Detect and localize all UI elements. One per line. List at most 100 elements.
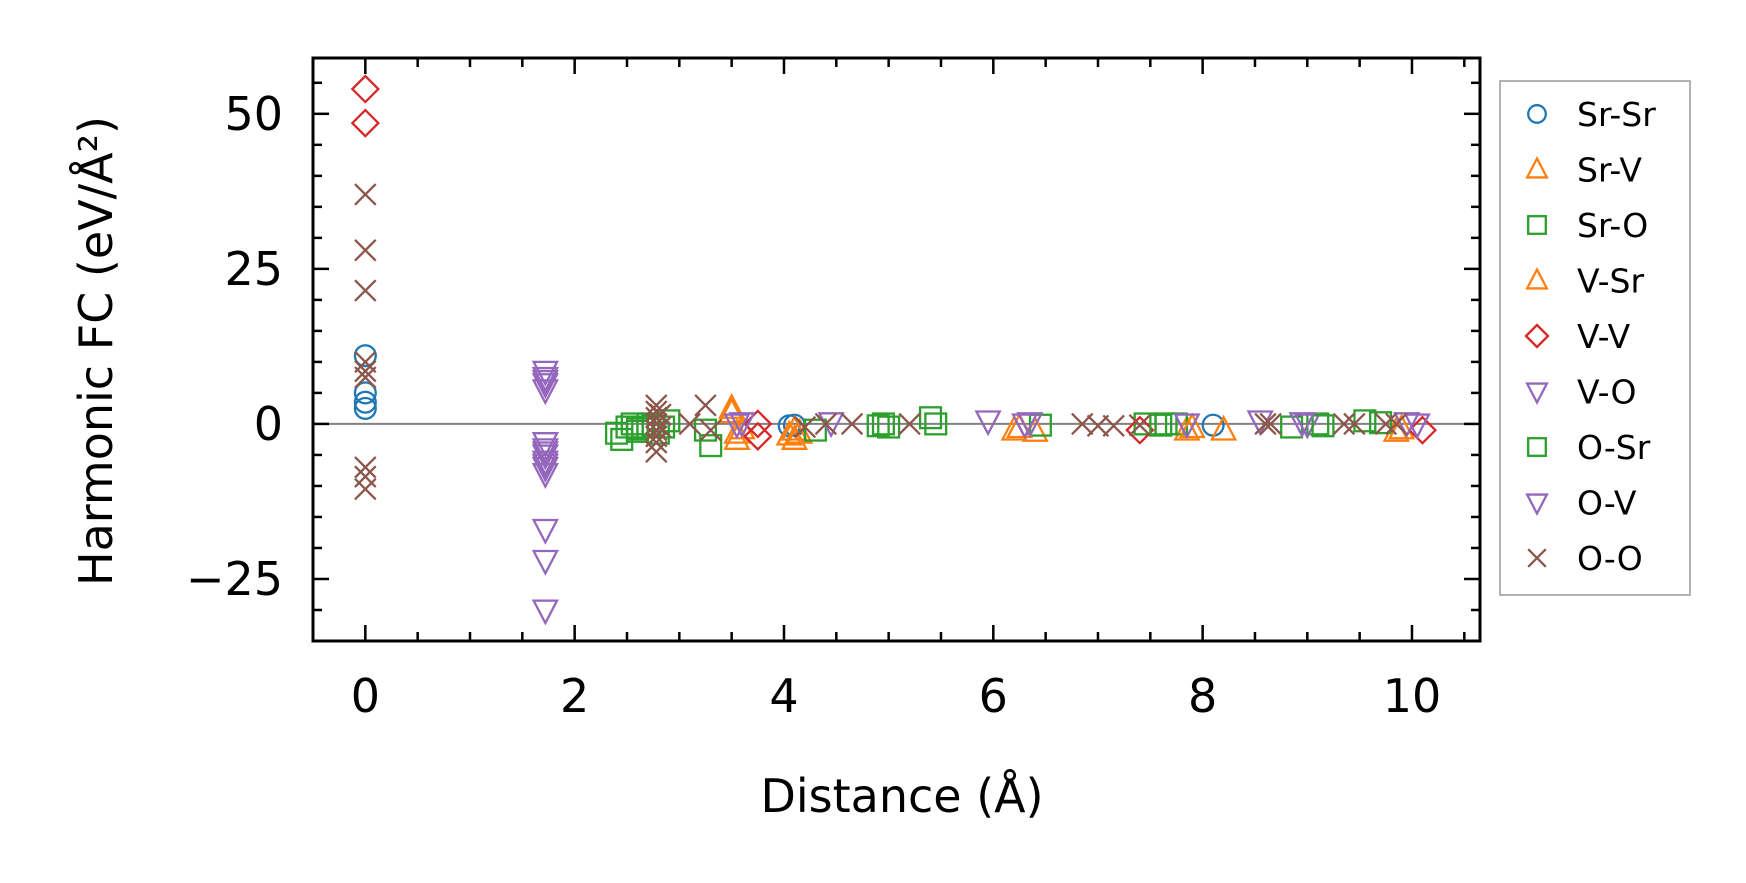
- data-point: [1173, 413, 1201, 440]
- series-o-v: [531, 370, 1431, 480]
- data-point: [353, 344, 377, 368]
- data-point: [1102, 414, 1125, 437]
- data-point: [354, 183, 377, 206]
- x-tick-label: 2: [560, 669, 589, 723]
- legend-marker: [1527, 548, 1547, 568]
- legend-label: V-Sr: [1577, 262, 1644, 301]
- data-point: [780, 423, 809, 450]
- data-point: [1311, 414, 1335, 438]
- y-axis-label: Harmonic FC (eV/Å²): [69, 116, 123, 586]
- data-point: [718, 397, 746, 424]
- data-point: [871, 412, 895, 436]
- legend-marker: [1525, 267, 1549, 290]
- data-point: [531, 379, 559, 406]
- legend-marker: [1527, 437, 1547, 457]
- data-point: [1259, 412, 1282, 436]
- data-point: [354, 279, 377, 302]
- x-tick-label: 6: [979, 669, 1008, 723]
- data-point: [1343, 412, 1366, 436]
- series-v-sr: [718, 397, 1416, 446]
- data-point: [1288, 412, 1316, 439]
- data-point: [353, 396, 377, 420]
- data-point: [531, 441, 559, 468]
- data-point: [1173, 414, 1201, 441]
- data-point: [918, 406, 943, 430]
- data-point: [353, 390, 377, 414]
- data-point: [1011, 413, 1039, 440]
- axes: 0 2 4 6 8 10 −25 0 25 50: [186, 56, 1482, 723]
- data-point: [699, 434, 723, 458]
- y-tick-label: −25: [186, 552, 283, 606]
- data-point: [1332, 412, 1356, 436]
- data-point: [1086, 414, 1110, 437]
- data-point: [531, 518, 559, 545]
- data-point: [1254, 412, 1277, 436]
- data-point: [743, 409, 773, 439]
- data-point: [354, 456, 377, 479]
- legend-label: O-V: [1577, 484, 1637, 523]
- data-point: [1407, 415, 1438, 445]
- data-point: [723, 413, 751, 440]
- series-o-o: [354, 183, 1408, 501]
- data-point: [974, 410, 1002, 437]
- legend-label: O-O: [1577, 539, 1643, 578]
- data-point: [353, 381, 377, 405]
- series-v-v: [350, 74, 1438, 451]
- data-point: [780, 414, 809, 441]
- y-tick-label: 0: [254, 397, 283, 451]
- data-point: [531, 438, 559, 465]
- x-tick-label: 0: [351, 669, 380, 723]
- data-point: [1353, 409, 1377, 433]
- legend-label: V-V: [1577, 317, 1631, 356]
- data-point: [649, 415, 672, 439]
- data-point: [531, 599, 559, 626]
- data-point: [531, 370, 559, 396]
- legend-marker: [1527, 104, 1547, 124]
- data-point: [678, 412, 702, 436]
- data-point: [531, 366, 559, 393]
- legend: Sr-Sr Sr-V Sr-O V-Sr V-V V-O O-Sr O-V O-O: [1499, 80, 1691, 596]
- data-point: [1387, 413, 1416, 440]
- legend-marker: [1525, 156, 1549, 179]
- data-point: [354, 465, 377, 488]
- data-point: [1369, 411, 1393, 435]
- legend-label: Sr-Sr: [1577, 95, 1656, 134]
- data-point: [1125, 415, 1155, 445]
- data-point: [645, 440, 668, 464]
- data-point: [814, 412, 838, 436]
- data-point: [354, 239, 377, 262]
- data-point: [699, 418, 722, 442]
- legend-marker: [1527, 215, 1547, 235]
- series-v-o: [531, 360, 1421, 626]
- data-point: [354, 477, 377, 501]
- y-tick-label: 25: [224, 242, 283, 296]
- data-point: [898, 412, 921, 436]
- data-point: [531, 432, 559, 459]
- data-point: [924, 412, 948, 436]
- data-point: [743, 421, 773, 451]
- x-tick-label: 8: [1188, 669, 1217, 723]
- data-point: [1149, 413, 1173, 437]
- data-point: [531, 373, 559, 400]
- data-point: [728, 412, 756, 439]
- legend-marker: [1524, 323, 1550, 349]
- data-point: [531, 444, 559, 471]
- data-point: [531, 549, 559, 576]
- data-point: [531, 453, 559, 480]
- data-point: [350, 108, 380, 138]
- legend-label: O-Sr: [1577, 428, 1651, 467]
- data-point: [693, 418, 718, 442]
- data-point: [1016, 412, 1044, 439]
- legend-label: Sr-V: [1577, 151, 1642, 190]
- data-point: [775, 419, 803, 446]
- y-tick-label: 50: [224, 87, 283, 141]
- data-point: [1393, 412, 1421, 439]
- x-axis-label: Distance (Å): [760, 769, 1043, 823]
- data-point: [354, 350, 377, 374]
- legend-label: Sr-O: [1577, 206, 1648, 245]
- data-point: [354, 359, 377, 383]
- data-point: [866, 414, 890, 438]
- data-point: [354, 366, 377, 389]
- data-point: [1128, 413, 1152, 437]
- data-point: [531, 360, 559, 387]
